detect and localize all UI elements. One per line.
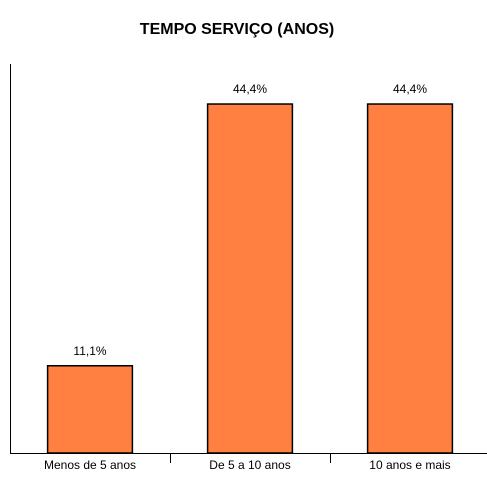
x-tick-label: 10 anos e mais (369, 458, 450, 472)
data-label: 11,1% (73, 344, 106, 358)
x-tick-label: De 5 a 10 anos (209, 458, 290, 472)
chart-title: TEMPO SERVIÇO (ANOS) (140, 21, 334, 38)
data-label: 44,4% (393, 82, 427, 96)
x-tick-label: Menos de 5 anos (44, 458, 136, 472)
bar (366, 103, 454, 454)
bar (46, 365, 134, 454)
data-label: 44,4% (233, 82, 267, 96)
bar (206, 103, 294, 454)
